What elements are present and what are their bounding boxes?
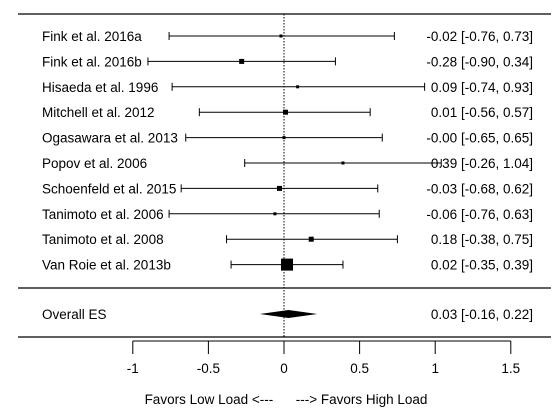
effect-size-point [239,58,245,64]
effect-size-point [282,136,286,140]
effect-size-ci-label: 0.02 [-0.35, 0.39] [431,258,533,273]
study-label: Fink et al. 2016b [42,54,142,69]
study-label: Popov et al. 2006 [42,156,147,171]
study-label: Schoenfeld et al. 2015 [42,181,176,196]
study-rows: Fink et al. 2016a -0.02 [-0.76, 0.73]Fink… [42,29,533,273]
overall-label: Overall ES [42,307,107,322]
x-tick-label: 1.5 [501,361,520,376]
effect-size-point [341,161,345,165]
study-row: Tanimoto et al. 2006 -0.06 [-0.76, 0.63] [42,207,533,222]
effect-size-point [276,185,282,191]
study-row: Hisaeda et al. 1996 0.09 [-0.74, 0.93] [42,80,533,95]
effect-size-ci-label: 0.09 [-0.74, 0.93] [431,80,533,95]
x-tick-label: -1 [127,361,139,376]
overall-row: Overall ES 0.03 [-0.16, 0.22] [42,307,533,322]
effect-size-ci-label: -0.28 [-0.90, 0.34] [426,54,533,69]
study-row: Mitchell et al. 2012 0.01 [-0.56, 0.57] [42,105,533,120]
effect-size-point [279,34,283,38]
effect-size-ci-label: 0.18 [-0.38, 0.75] [431,232,533,247]
study-row: Tanimoto et al. 2008 0.18 [-0.38, 0.75] [42,232,533,247]
study-label: Hisaeda et al. 1996 [42,80,158,95]
effect-size-ci-label: -0.00 [-0.65, 0.65] [426,131,533,146]
study-row: Ogasawara et al. 2013 -0.00 [-0.65, 0.65] [42,131,533,146]
effect-size-point [273,212,277,216]
study-row: Fink et al. 2016b -0.28 [-0.90, 0.34] [42,54,533,69]
x-tick-label: 0.5 [350,361,369,376]
x-tick-label: 0 [280,361,288,376]
study-row: Van Roie et al. 2013b 0.02 [-0.35, 0.39] [42,258,533,273]
x-tick-label: 1 [431,361,439,376]
effect-size-point [308,236,314,242]
effect-size-ci-label: -0.06 [-0.76, 0.63] [426,207,533,222]
effect-size-point [281,258,294,271]
effect-size-ci-label: 0.39 [-0.26, 1.04] [431,156,533,171]
effect-size-ci-label: -0.02 [-0.76, 0.73] [426,29,533,44]
effect-size-ci-label: -0.03 [-0.68, 0.62] [426,181,533,196]
study-label: Ogasawara et al. 2013 [42,131,178,146]
x-axis-label: Favors Low Load <--- ---> Favors High Lo… [145,392,428,407]
study-label: Fink et al. 2016a [42,29,142,44]
effect-size-ci-label: 0.01 [-0.56, 0.57] [431,105,533,120]
overall-ci-label: 0.03 [-0.16, 0.22] [431,307,533,322]
study-label: Van Roie et al. 2013b [42,258,171,273]
effect-size-point [283,109,289,115]
study-label: Tanimoto et al. 2006 [42,207,164,222]
overall-diamond [259,310,318,318]
study-row: Schoenfeld et al. 2015 -0.03 [-0.68, 0.62… [42,181,533,196]
effect-size-point [296,85,300,89]
study-label: Mitchell et al. 2012 [42,105,155,120]
x-axis: -1 -0.5 0 0.5 1 1.5 [127,340,520,376]
study-row: Popov et al. 2006 0.39 [-0.26, 1.04] [42,156,533,171]
x-tick-label: -0.5 [197,361,220,376]
study-label: Tanimoto et al. 2008 [42,232,164,247]
study-row: Fink et al. 2016a -0.02 [-0.76, 0.73] [42,29,533,44]
